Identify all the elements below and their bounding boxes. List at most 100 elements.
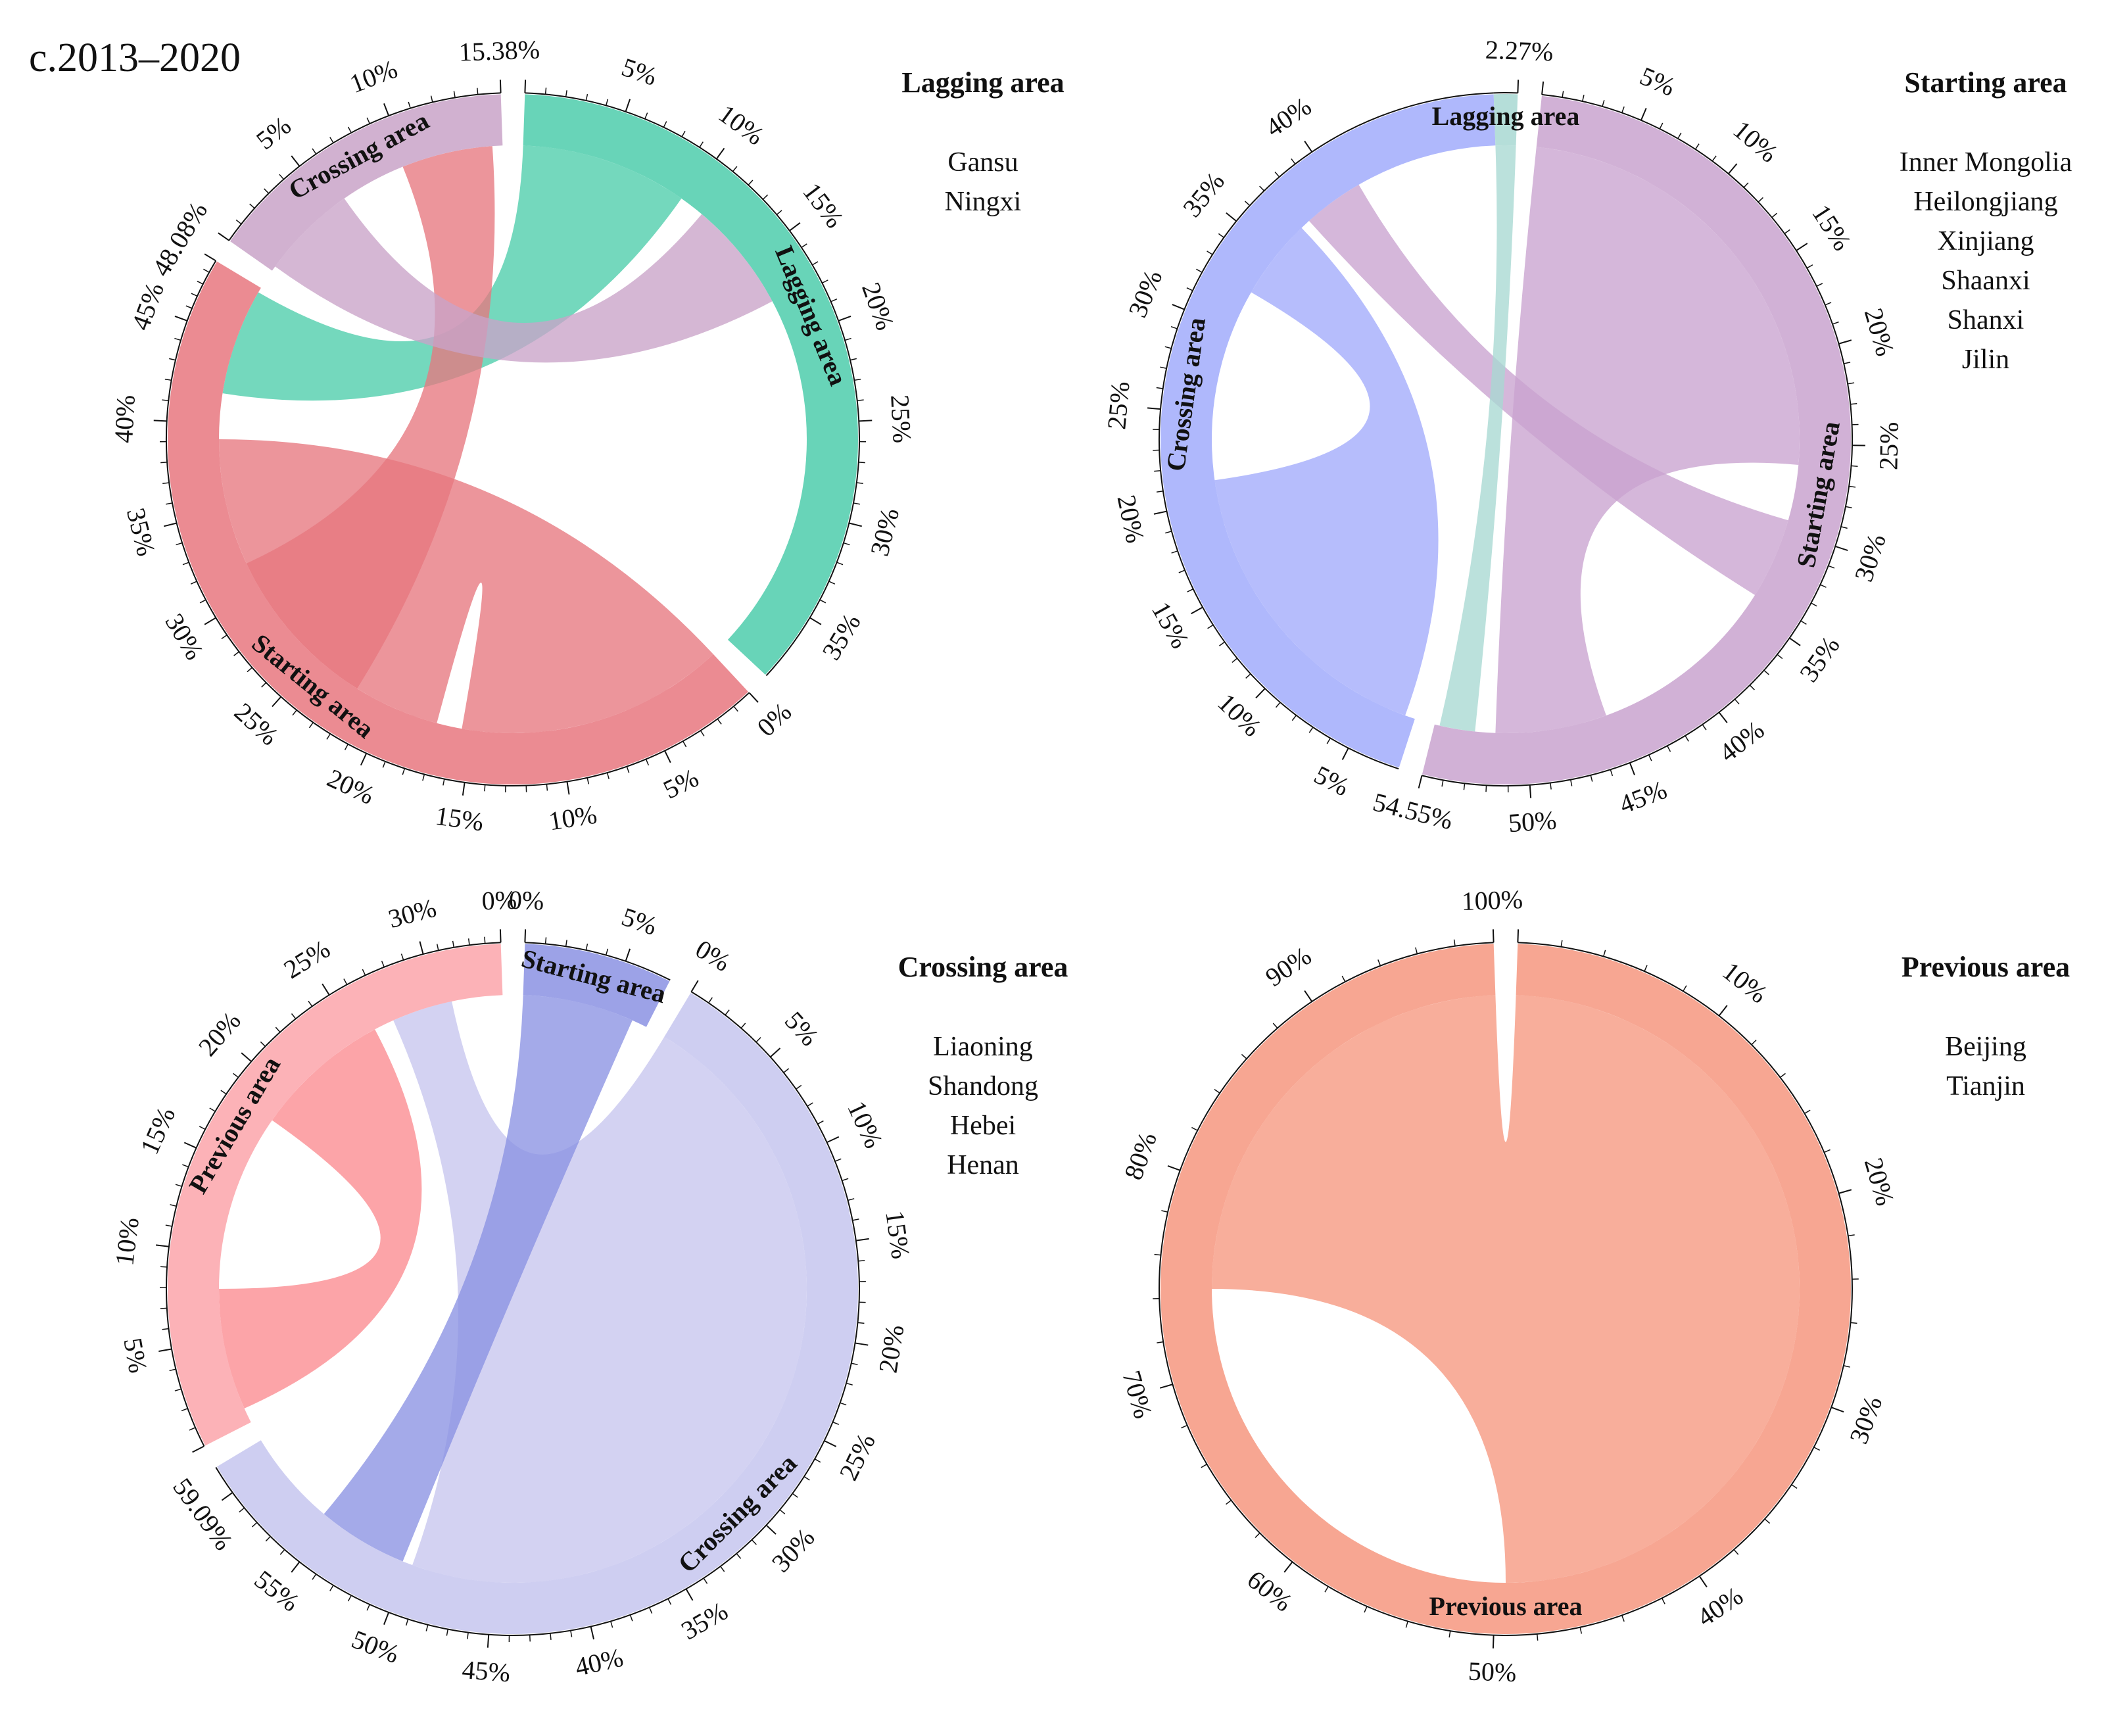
tick-label: 10% xyxy=(713,99,770,151)
minor-tick xyxy=(842,1178,849,1182)
ribbons xyxy=(219,995,807,1583)
minor-tick xyxy=(1579,1627,1583,1634)
minor-tick xyxy=(1187,589,1194,592)
sector-axis xyxy=(1159,942,1853,1636)
chord-ribbon xyxy=(1308,184,1788,595)
minor-tick xyxy=(1848,382,1855,385)
sector-label: Previous area xyxy=(1429,1591,1583,1621)
legend-item: Heilongjiang xyxy=(1913,187,2057,217)
minor-tick xyxy=(265,1536,271,1542)
minor-tick xyxy=(329,1585,334,1591)
minor-tick xyxy=(755,1037,761,1043)
minor-tick xyxy=(1178,569,1185,573)
legend-title: Crossing area xyxy=(898,951,1068,983)
minor-tick xyxy=(1196,268,1203,273)
minor-tick xyxy=(1156,491,1164,493)
minor-tick xyxy=(834,1158,842,1162)
minor-tick xyxy=(408,101,411,108)
tick-mark xyxy=(748,692,759,703)
tick-mark xyxy=(566,781,570,795)
tick-mark xyxy=(715,147,725,160)
minor-tick xyxy=(1485,785,1487,792)
tick-mark xyxy=(1172,304,1185,310)
ribbons xyxy=(1212,995,1800,1583)
minor-tick xyxy=(1562,91,1564,98)
minor-tick xyxy=(199,599,206,604)
tick-label: 40% xyxy=(572,1643,626,1682)
minor-tick xyxy=(851,1362,858,1366)
legend-item: Shandong xyxy=(928,1071,1038,1101)
minor-tick xyxy=(1603,950,1606,957)
chord-panel-lagging: 5% 10% 15% 20% 25% 30% 35% Lagging area 0% 5% 10% 1… xyxy=(108,34,1065,836)
tick-mark xyxy=(192,1445,204,1453)
tick-label: 10% xyxy=(546,800,598,836)
minor-tick xyxy=(1560,940,1563,947)
tick-mark xyxy=(383,103,390,116)
minor-tick xyxy=(1659,122,1663,130)
tick-mark xyxy=(1698,1576,1708,1588)
tick-mark xyxy=(1226,212,1237,222)
minor-tick xyxy=(605,99,609,106)
minor-tick xyxy=(1850,1322,1857,1324)
minor-tick xyxy=(550,1633,552,1640)
chord-ribbon xyxy=(1214,228,1439,716)
tick-mark xyxy=(1341,748,1349,760)
sector-arc xyxy=(1493,94,1518,146)
tick-label: 25% xyxy=(833,1429,881,1485)
minor-tick xyxy=(1806,264,1813,269)
tick-label: 35% xyxy=(1177,166,1230,222)
legend-title: Lagging area xyxy=(901,66,1064,99)
minor-tick xyxy=(830,299,838,302)
tick-mark xyxy=(291,1561,300,1573)
tick-mark xyxy=(204,253,216,262)
tick-label: 25% xyxy=(885,394,917,444)
minor-tick xyxy=(1214,1088,1220,1094)
tick-mark xyxy=(1796,243,1808,251)
minor-tick xyxy=(776,210,782,216)
minor-tick xyxy=(1661,1598,1665,1604)
minor-tick xyxy=(221,635,227,640)
tick-mark xyxy=(360,753,368,766)
minor-tick xyxy=(446,1629,448,1636)
minor-tick xyxy=(1780,1073,1786,1078)
tick-label: 15% xyxy=(1146,597,1195,654)
tick-label: 5% xyxy=(659,763,704,805)
minor-tick xyxy=(381,961,385,967)
tick-mark xyxy=(1304,140,1313,153)
minor-tick xyxy=(164,378,172,381)
tick-label: 5% xyxy=(251,110,297,155)
minor-tick xyxy=(347,126,352,133)
minor-tick xyxy=(1241,1053,1247,1059)
legend-title: Starting area xyxy=(1904,66,2067,99)
tick-label: 35% xyxy=(1794,631,1846,687)
minor-tick xyxy=(160,1307,167,1309)
minor-tick xyxy=(344,744,349,750)
tick-label: 25% xyxy=(279,934,335,984)
tick-label: 15% xyxy=(1806,199,1857,256)
chord-ribbon xyxy=(1439,145,1516,732)
minor-tick xyxy=(843,542,850,546)
tick-label: 30% xyxy=(1844,1392,1888,1447)
tick-mark xyxy=(155,1244,170,1247)
tick-label: 40% xyxy=(1692,1581,1748,1632)
minor-tick xyxy=(699,141,704,148)
sector-axis xyxy=(1159,92,1494,770)
tick-mark xyxy=(859,420,873,422)
tick-label: 30% xyxy=(865,505,905,559)
minor-tick xyxy=(235,219,242,225)
minor-tick xyxy=(779,1509,786,1514)
minor-tick xyxy=(170,1204,177,1207)
tick-mark xyxy=(158,1348,172,1352)
minor-tick xyxy=(1840,526,1848,529)
tick-label: 25% xyxy=(1101,380,1135,431)
tick-label: 10% xyxy=(842,1096,889,1152)
tick-mark xyxy=(1255,688,1266,699)
minor-tick xyxy=(1164,346,1172,349)
tick-mark xyxy=(690,980,699,992)
minor-tick xyxy=(1648,754,1652,761)
tick-label: 10% xyxy=(346,54,402,99)
tick-mark xyxy=(322,983,330,996)
minor-tick xyxy=(832,1421,840,1426)
tick-mark xyxy=(1838,339,1852,345)
